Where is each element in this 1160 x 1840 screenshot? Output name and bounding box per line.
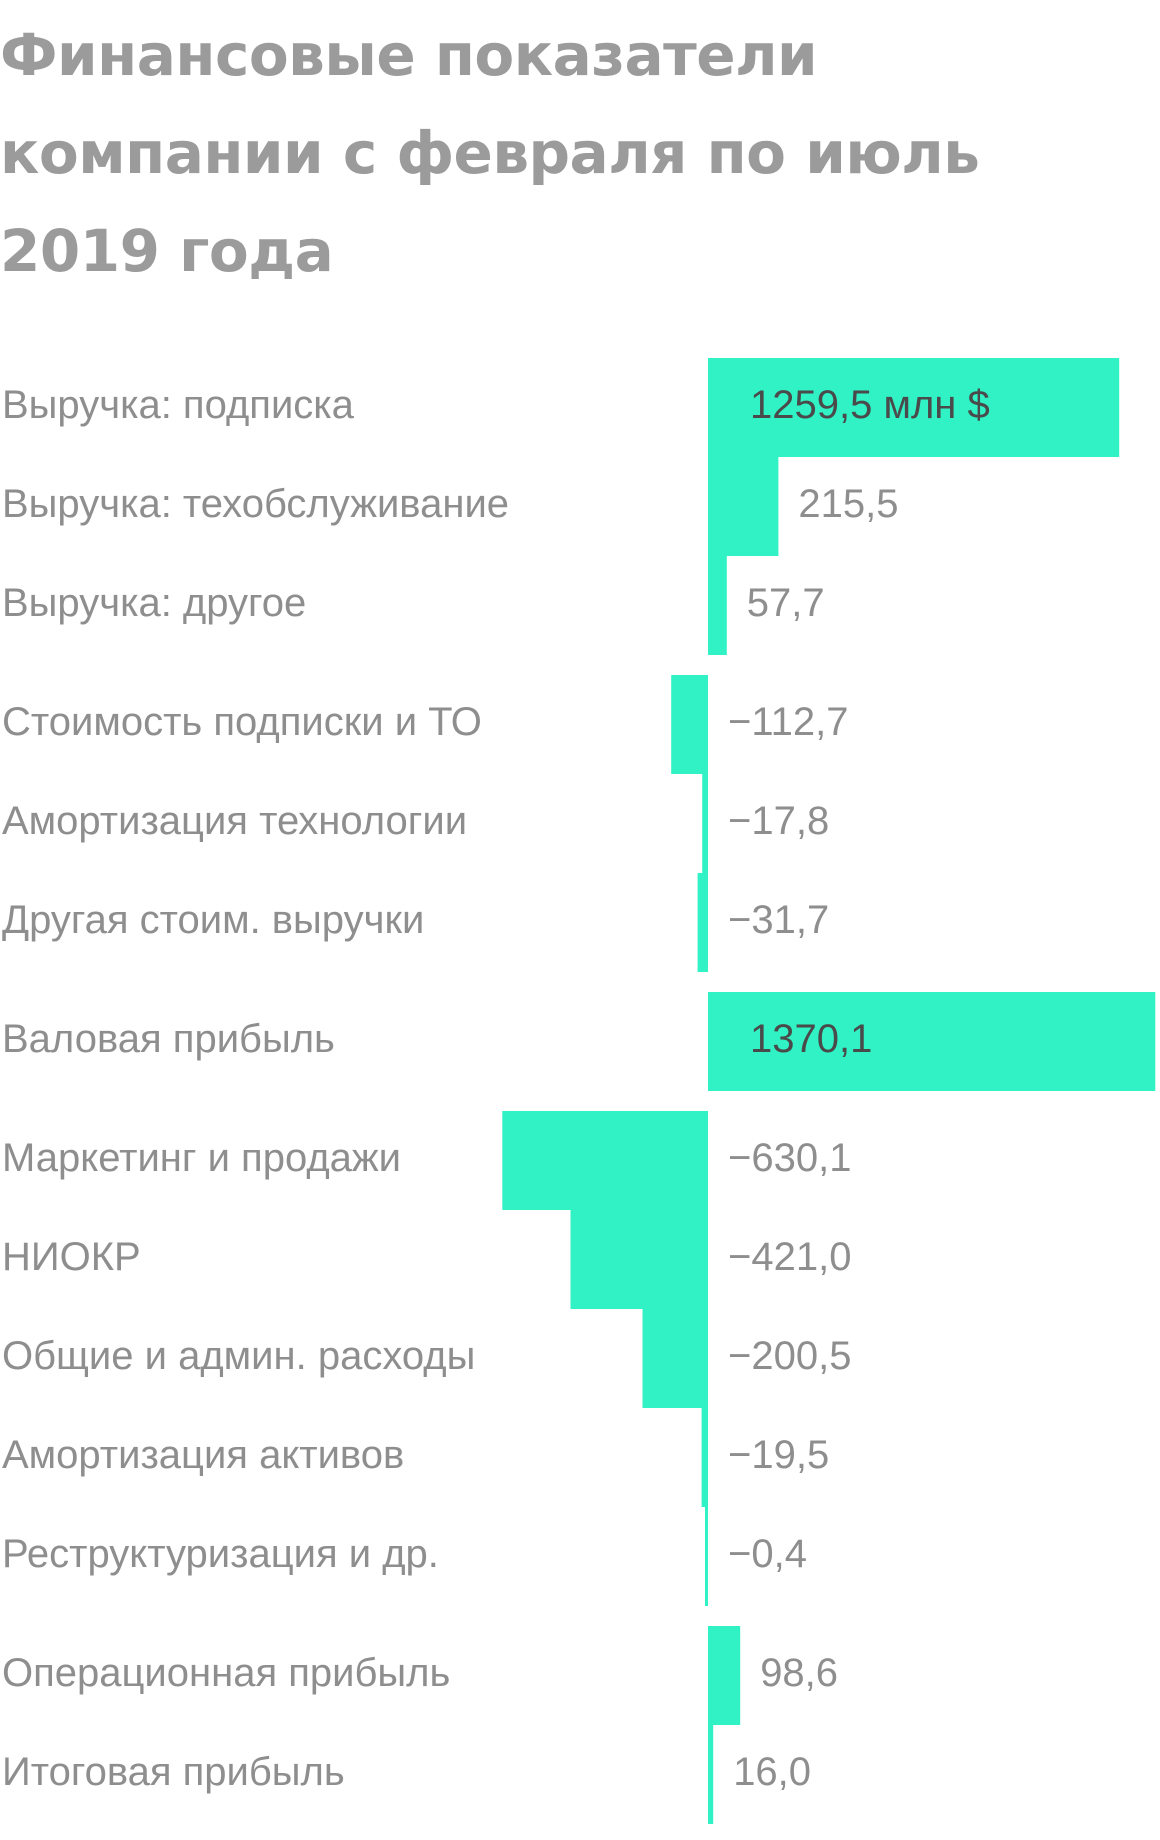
value-label: 1370,1	[750, 1017, 872, 1061]
bar	[708, 1626, 741, 1725]
category-label: Выручка: подписка	[2, 383, 355, 427]
category-label: Стоимость подписки и ТО	[2, 700, 482, 744]
value-label: −31,7	[728, 898, 829, 942]
bar	[708, 992, 1156, 1091]
bar	[502, 1111, 708, 1210]
bar	[671, 675, 708, 774]
value-label: −200,5	[728, 1334, 851, 1378]
bar	[708, 457, 779, 556]
bar	[708, 556, 727, 655]
category-label: Выручка: другое	[2, 581, 306, 625]
value-label: 16,0	[733, 1750, 811, 1794]
bar	[708, 358, 1120, 457]
value-label: 57,7	[747, 581, 825, 625]
category-label: Маркетинг и продажи	[2, 1136, 401, 1180]
chart-title: Финансовые показатели компании с февраля…	[0, 21, 980, 285]
category-label: Итоговая прибыль	[2, 1750, 345, 1794]
value-label: −112,7	[728, 700, 849, 744]
bar	[708, 1725, 714, 1824]
bar	[701, 1408, 708, 1507]
bar	[642, 1309, 708, 1408]
category-label: Операционная прибыль	[2, 1651, 450, 1695]
category-label: Другая стоим. выручки	[2, 898, 424, 942]
category-label: Выручка: техобслуживание	[2, 482, 509, 526]
bar	[697, 873, 708, 972]
value-label: −421,0	[728, 1235, 851, 1279]
category-label: Амортизация активов	[2, 1433, 404, 1477]
category-label: Амортизация технологии	[2, 799, 467, 843]
bar	[702, 774, 708, 873]
value-label: −19,5	[728, 1433, 829, 1477]
value-label: −630,1	[728, 1136, 851, 1180]
bar	[570, 1210, 708, 1309]
value-label: 98,6	[760, 1651, 838, 1695]
category-label: НИОКР	[2, 1235, 141, 1279]
category-label: Валовая прибыль	[2, 1017, 335, 1061]
value-label: 215,5	[798, 482, 898, 526]
bar	[705, 1507, 708, 1606]
value-label: −17,8	[728, 799, 829, 843]
category-label: Общие и админ. расходы	[2, 1334, 475, 1378]
value-label: 1259,5 млн $	[750, 383, 990, 427]
category-label: Реструктуризация и др.	[2, 1532, 439, 1576]
value-label: −0,4	[728, 1532, 807, 1576]
